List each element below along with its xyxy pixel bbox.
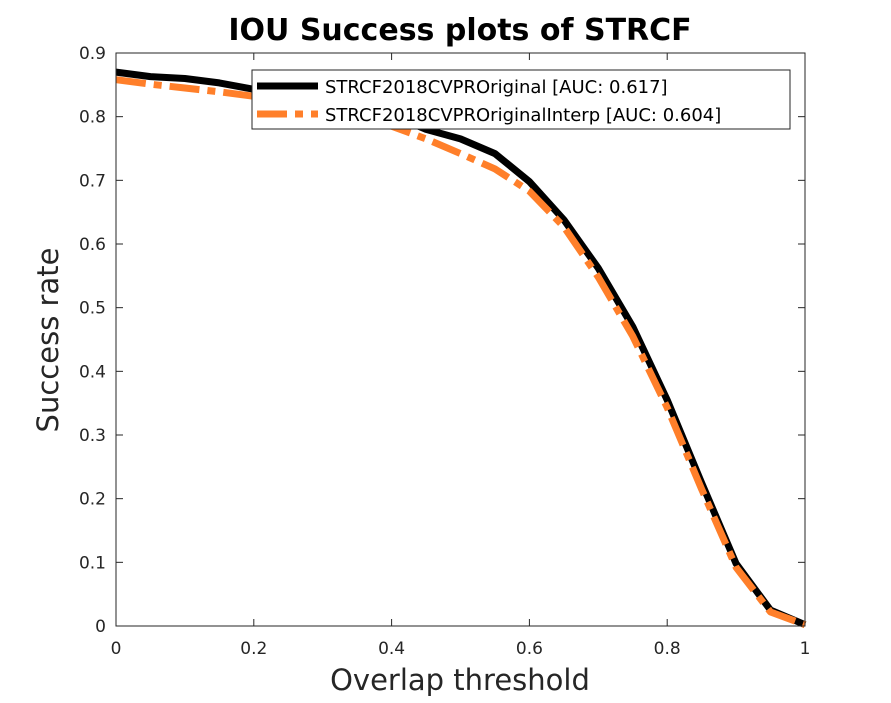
legend-box bbox=[251, 69, 791, 130]
x-tick-label: 0.4 bbox=[378, 639, 405, 659]
y-axis-label: Success rate bbox=[31, 248, 65, 433]
x-tick-label: 1 bbox=[800, 639, 811, 659]
axes-layer: 0 0.2 0.4 0.6 0.8 1 0 0.1 0.2 0.3 0.4 0.5 0.6 0.7 0.8 0… bbox=[79, 44, 810, 659]
y-tick-label: 0.1 bbox=[79, 553, 106, 573]
chart-title: IOU Success plots of STRCF bbox=[228, 13, 691, 48]
legend-label-original: STRCF2018CVPROriginal [AUC: 0.617] bbox=[325, 77, 668, 98]
y-tick-label: 0.2 bbox=[79, 490, 106, 510]
y-tick-label: 0.5 bbox=[79, 299, 106, 319]
x-tick-label: 0.8 bbox=[654, 639, 681, 659]
x-tick-label: 0.2 bbox=[240, 639, 267, 659]
legend-label-interp: STRCF2018CVPROriginalInterp [AUC: 0.604] bbox=[325, 105, 721, 126]
y-tick-label: 0.7 bbox=[79, 171, 106, 191]
series-layer bbox=[115, 68, 807, 628]
y-tick-label: 0.8 bbox=[79, 108, 106, 128]
y-tick-label: 0.9 bbox=[79, 44, 106, 64]
x-axis-label: Overlap threshold bbox=[330, 663, 590, 697]
legend: STRCF2018CVPROriginal [AUC: 0.617] STRCF… bbox=[251, 69, 791, 130]
y-tick-label: 0.3 bbox=[79, 426, 106, 446]
x-tick-label: 0 bbox=[111, 639, 122, 659]
plot-area bbox=[116, 53, 805, 626]
y-tick-label: 0 bbox=[95, 617, 106, 637]
x-tick-label: 0.6 bbox=[516, 639, 543, 659]
axes-box bbox=[115, 52, 806, 627]
y-tick-label: 0.6 bbox=[79, 235, 106, 255]
series-line-interp bbox=[115, 76, 807, 628]
y-tick-label: 0.4 bbox=[79, 362, 106, 382]
